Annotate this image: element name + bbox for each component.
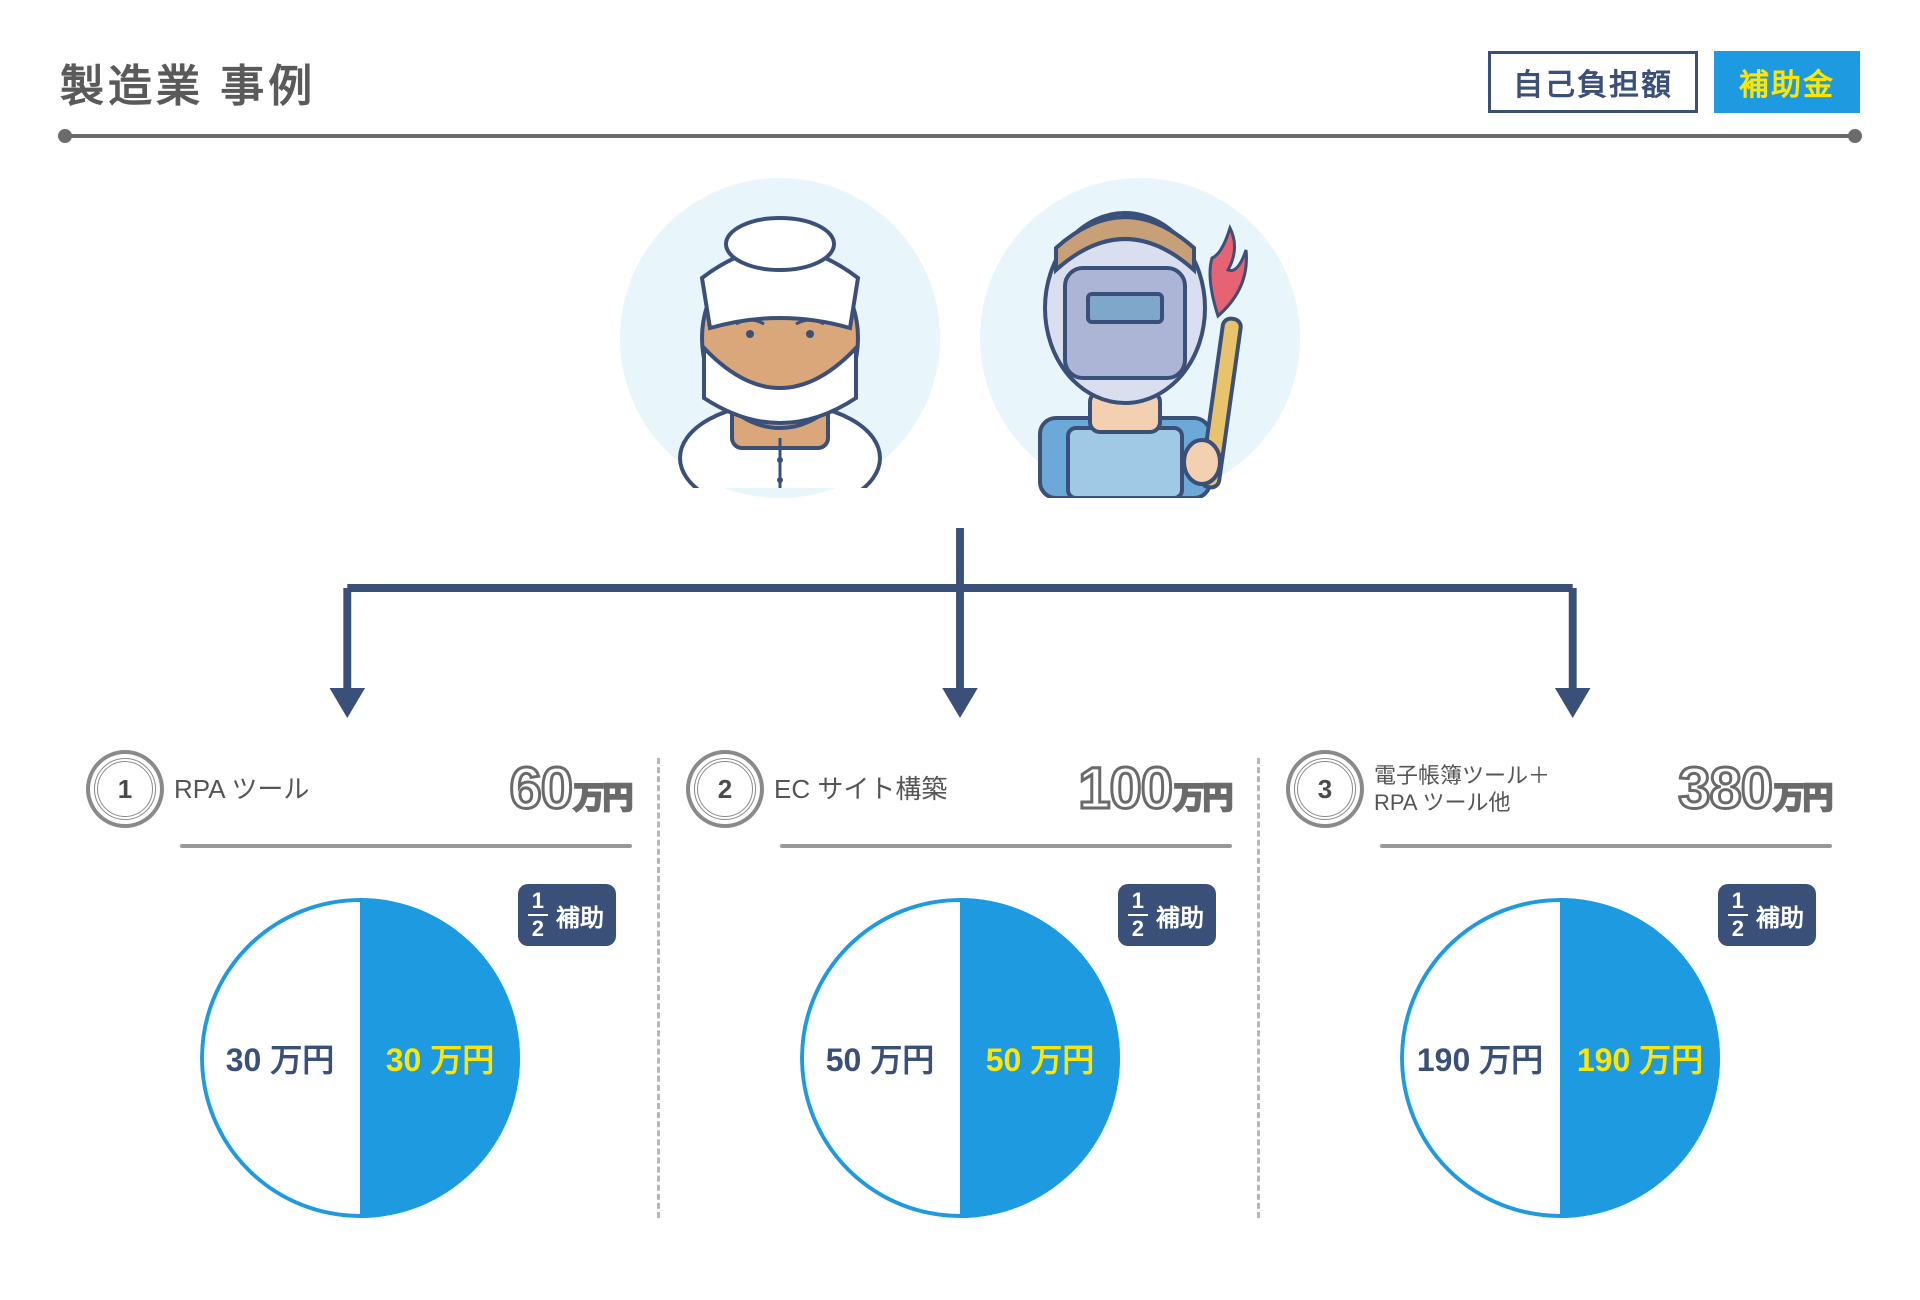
- pie-subsidy: 50 万円: [960, 898, 1120, 1218]
- self-amount: 30 万円: [226, 1035, 335, 1081]
- card-underline: [780, 844, 1232, 848]
- frac-top: 1: [1728, 890, 1748, 916]
- legend-subsidy: 補助金: [1714, 51, 1860, 113]
- price-value: 380: [1678, 760, 1772, 818]
- card-price: 100 万円: [1078, 760, 1232, 818]
- pie-wrap: 190 万円 190 万円 1 2 補助: [1288, 898, 1832, 1218]
- card-title: 電子帳簿ツール＋ RPA ツール他: [1374, 762, 1660, 817]
- frac-top: 1: [528, 890, 548, 916]
- card-underline: [180, 844, 632, 848]
- divider-line: [60, 134, 1860, 138]
- cards-row: 1 RPA ツール 60 万円 30 万円 30 万円 1 2: [60, 758, 1860, 1218]
- badge-label: 補助: [1756, 898, 1804, 933]
- frac-bot: 2: [532, 916, 544, 940]
- legend: 自己負担額 補助金: [1488, 51, 1860, 113]
- pie-self: 50 万円: [800, 898, 960, 1218]
- card-number-badge: 3: [1294, 758, 1356, 820]
- frac-top: 1: [1128, 890, 1148, 916]
- card-head: 3 電子帳簿ツール＋ RPA ツール他 380 万円: [1288, 758, 1832, 820]
- welder-icon: [990, 178, 1290, 498]
- price-unit: 万円: [1174, 784, 1232, 814]
- card-number-badge: 2: [694, 758, 756, 820]
- card-price: 380 万円: [1678, 760, 1832, 818]
- worker-icon-masked: [620, 178, 940, 498]
- price-unit: 万円: [1774, 784, 1832, 814]
- pie-chart: 50 万円 50 万円: [800, 898, 1120, 1218]
- pie-wrap: 50 万円 50 万円 1 2 補助: [688, 898, 1232, 1218]
- badge-label: 補助: [1156, 898, 1204, 933]
- subsidy-badge: 1 2 補助: [518, 884, 616, 946]
- pie-chart: 30 万円 30 万円: [200, 898, 520, 1218]
- card-head: 1 RPA ツール 60 万円: [88, 758, 632, 820]
- self-amount: 50 万円: [826, 1035, 935, 1081]
- legend-self: 自己負担額: [1488, 51, 1698, 113]
- subsidy-badge: 1 2 補助: [1718, 884, 1816, 946]
- card-title: EC サイト構築: [774, 773, 1060, 806]
- card-number-badge: 1: [94, 758, 156, 820]
- badge-label: 補助: [556, 898, 604, 933]
- price-value: 100: [1078, 760, 1172, 818]
- worker-icon-welder: [980, 178, 1300, 498]
- branch-arrows: [120, 528, 1800, 728]
- subsidy-amount: 190 万円: [1577, 1035, 1703, 1081]
- price-value: 60: [509, 760, 572, 818]
- pie-wrap: 30 万円 30 万円 1 2 補助: [88, 898, 632, 1218]
- subsidy-amount: 50 万円: [986, 1035, 1095, 1081]
- card-underline: [1380, 844, 1832, 848]
- card-2: 2 EC サイト構築 100 万円 50 万円 50 万円 1 2: [660, 758, 1260, 1218]
- card-title: RPA ツール: [174, 773, 491, 806]
- card-price: 60 万円: [509, 760, 632, 818]
- frac-bot: 2: [1132, 916, 1144, 940]
- header: 製造業 事例 自己負担額 補助金: [60, 50, 1860, 114]
- fraction-icon: 1 2: [1728, 890, 1748, 940]
- pie-chart: 190 万円 190 万円: [1400, 898, 1720, 1218]
- self-amount: 190 万円: [1417, 1035, 1543, 1081]
- pie-self: 190 万円: [1400, 898, 1560, 1218]
- fraction-icon: 1 2: [1128, 890, 1148, 940]
- pie-subsidy: 190 万円: [1560, 898, 1720, 1218]
- subsidy-badge: 1 2 補助: [1118, 884, 1216, 946]
- card-head: 2 EC サイト構築 100 万円: [688, 758, 1232, 820]
- frac-bot: 2: [1732, 916, 1744, 940]
- card-3: 3 電子帳簿ツール＋ RPA ツール他 380 万円 190 万円 190 万円…: [1260, 758, 1860, 1218]
- card-1: 1 RPA ツール 60 万円 30 万円 30 万円 1 2: [60, 758, 660, 1218]
- page-title: 製造業 事例: [60, 50, 316, 114]
- fraction-icon: 1 2: [528, 890, 548, 940]
- masked-worker-icon: [650, 188, 910, 488]
- price-unit: 万円: [574, 784, 632, 814]
- subsidy-amount: 30 万円: [386, 1035, 495, 1081]
- pie-self: 30 万円: [200, 898, 360, 1218]
- worker-icons: [60, 178, 1860, 498]
- pie-subsidy: 30 万円: [360, 898, 520, 1218]
